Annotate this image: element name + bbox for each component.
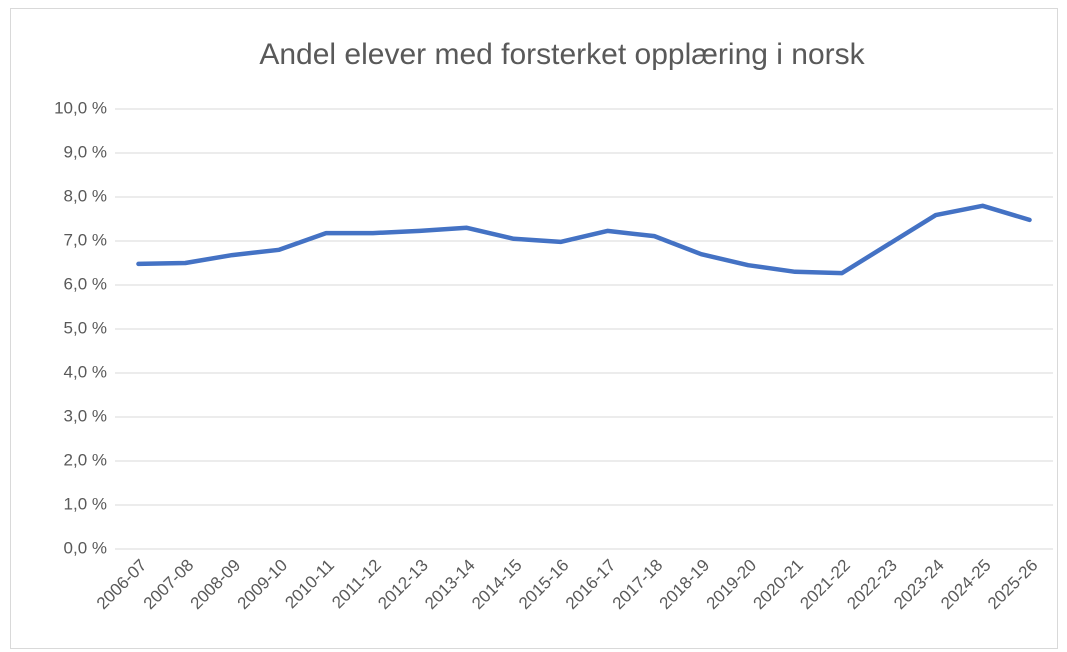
y-tick-label: 8,0 % (64, 186, 107, 205)
y-tick-label: 7,0 % (64, 230, 107, 249)
y-tick-label: 6,0 % (64, 274, 107, 293)
y-tick-label: 0,0 % (64, 538, 107, 557)
chart-title: Andel elever med forsterket opplæring i … (259, 38, 865, 71)
y-tick-label: 9,0 % (64, 142, 107, 161)
y-tick-label: 3,0 % (64, 406, 107, 425)
y-tick-label: 5,0 % (64, 318, 107, 337)
y-tick-label: 10,0 % (54, 98, 107, 117)
y-tick-label: 2,0 % (64, 450, 107, 469)
y-tick-label: 4,0 % (64, 362, 107, 381)
line (136, 203, 1032, 276)
y-tick-label: 1,0 % (64, 494, 107, 513)
